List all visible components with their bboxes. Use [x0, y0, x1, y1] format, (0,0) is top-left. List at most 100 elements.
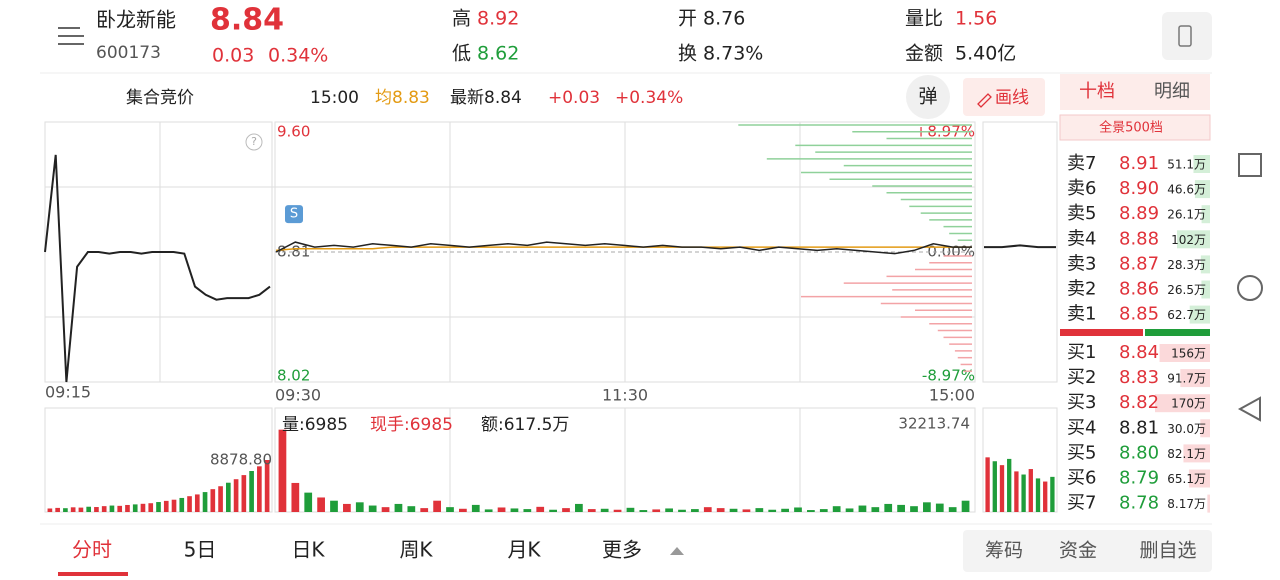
- book-label: 卖1: [1067, 304, 1096, 325]
- tab-active[interactable]: [1060, 74, 1210, 110]
- volume-bar: [163, 500, 169, 512]
- volume-bar: [961, 500, 970, 512]
- label: 金额: [905, 43, 943, 65]
- book-price: 8.89: [1119, 203, 1159, 224]
- volume-bar: [600, 508, 609, 512]
- tab[interactable]: 更多: [602, 538, 642, 562]
- volume-bar: [394, 503, 403, 512]
- volume-bar: [132, 504, 138, 512]
- summary-change-pct: +0.34%: [615, 88, 683, 108]
- volume-bar: [1035, 478, 1041, 512]
- menu-icon[interactable]: [58, 27, 84, 45]
- book-price: 8.78: [1119, 493, 1159, 514]
- depth-label: 全景500档: [1099, 120, 1163, 136]
- bottom-bar: 分时 5日 日K 周K 月K 更多 筹码 资金 删自选: [72, 538, 1197, 562]
- volume-bar: [210, 489, 216, 512]
- summary-avg: 均8.83: [375, 88, 430, 108]
- value: 8.76: [703, 8, 745, 30]
- marker-bg: [285, 205, 303, 224]
- book-volume: 102万: [1171, 233, 1206, 247]
- book-bar: [1189, 305, 1210, 324]
- volume-bar: [226, 482, 231, 512]
- book-price: 8.81: [1119, 417, 1159, 438]
- tab[interactable]: 明细: [1154, 81, 1190, 102]
- action[interactable]: 筹码: [985, 540, 1023, 562]
- book-label: 买3: [1067, 392, 1096, 413]
- tab[interactable]: 十档: [1079, 81, 1115, 102]
- tab[interactable]: 5日: [184, 538, 217, 562]
- tab[interactable]: 分时: [72, 538, 112, 562]
- volume-bar: [179, 497, 185, 512]
- nav-back[interactable]: [1237, 396, 1261, 422]
- book-price: 8.80: [1119, 442, 1159, 463]
- volume-bar: [171, 499, 177, 512]
- volume-bar: [523, 509, 532, 512]
- price: 8.84: [210, 3, 284, 38]
- nav-recent[interactable]: [1238, 153, 1262, 177]
- volume-bar: [807, 510, 815, 512]
- volume-bar: [63, 508, 68, 512]
- marker: S: [290, 207, 298, 222]
- book-bar: [1183, 444, 1210, 463]
- phone-button[interactable]: [1162, 12, 1212, 60]
- book-bar: [1177, 230, 1210, 249]
- tab[interactable]: 月K: [507, 538, 541, 562]
- label: 低: [452, 43, 471, 65]
- phone-icon: [1178, 25, 1192, 47]
- book-price: 8.79: [1119, 468, 1159, 489]
- volume-bar: [94, 507, 99, 512]
- volume-bar: [755, 508, 764, 512]
- hand-label: 现手:6985: [370, 415, 453, 435]
- x-tick-label: 09:15: [45, 383, 91, 402]
- book-bar: [1201, 280, 1210, 299]
- book-label: 买5: [1067, 442, 1096, 463]
- book-label: 卖3: [1067, 253, 1096, 274]
- value: 8.92: [477, 8, 519, 30]
- volume-bar: [264, 460, 270, 512]
- pen-icon: [977, 93, 992, 108]
- volume-bar: [781, 508, 789, 512]
- volume-bar: [639, 510, 648, 512]
- popup-button[interactable]: [906, 75, 950, 119]
- help-icon[interactable]: [245, 133, 263, 151]
- volume-bar: [999, 465, 1005, 512]
- volume-bar: [446, 507, 454, 512]
- volume-bar: [549, 509, 557, 512]
- book-bar: [1200, 255, 1210, 274]
- value: 1.56: [955, 8, 997, 30]
- book-volume: 82.1万: [1167, 447, 1206, 461]
- volume-bar: [257, 466, 262, 512]
- action[interactable]: 删自选: [1139, 540, 1196, 562]
- volume-bar: [858, 505, 867, 512]
- book-bar: [1159, 344, 1210, 362]
- volume-bar: [125, 504, 130, 512]
- nav-home[interactable]: [1237, 275, 1263, 301]
- tab-underline: [58, 572, 128, 576]
- book-price: 8.88: [1119, 228, 1159, 249]
- tab[interactable]: 日K: [291, 538, 325, 562]
- auction-line: [44, 154, 271, 383]
- volume-bar: [768, 509, 777, 512]
- volume-bar: [194, 494, 200, 512]
- book-volume: 51.1万: [1167, 158, 1206, 172]
- label: 开: [678, 8, 697, 30]
- volume-bar: [355, 502, 364, 512]
- volume-bar: [420, 508, 429, 512]
- volume-bar: [845, 508, 854, 512]
- volume-bar: [202, 492, 208, 512]
- draw-button[interactable]: [963, 78, 1045, 116]
- volume-bar: [948, 507, 957, 512]
- volume-bar: [1014, 471, 1019, 512]
- help-mark: ?: [251, 135, 257, 148]
- book-label: 买6: [1067, 468, 1096, 489]
- book-volume: 46.6万: [1167, 183, 1206, 197]
- more-arrow: [670, 547, 684, 555]
- volume-bar: [678, 509, 686, 512]
- depth-button[interactable]: [1059, 114, 1211, 141]
- action[interactable]: 资金: [1059, 540, 1097, 562]
- volume-bar: [70, 507, 76, 512]
- volume-bar: [459, 508, 467, 512]
- tab[interactable]: 周K: [399, 538, 433, 562]
- volume-bar: [1043, 481, 1048, 512]
- avg-line: [275, 246, 972, 252]
